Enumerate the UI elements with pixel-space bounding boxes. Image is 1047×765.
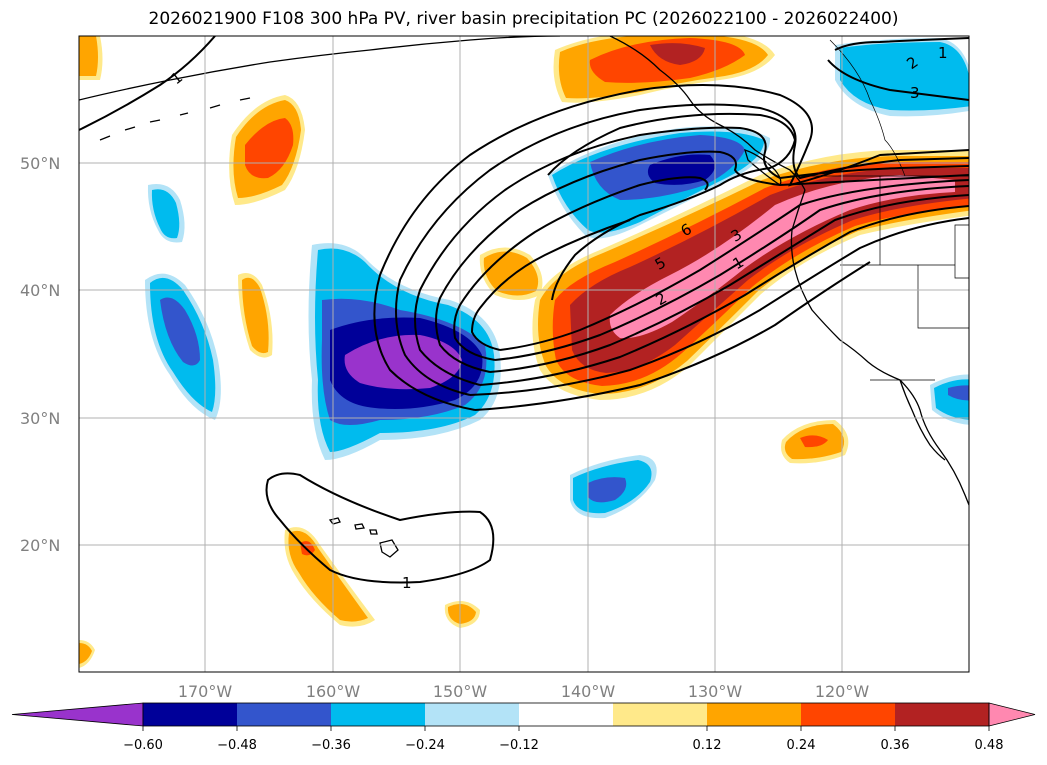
colorbar-extend-max [988,702,1036,727]
gridlines [79,36,969,672]
lat-label-20n: 20°N [20,536,60,555]
map-title: 2026021900 F108 300 hPa PV, river basin … [148,9,899,29]
contour-label: 3 [910,84,920,102]
pv-contour-1 [373,84,969,411]
pv-contour-1-south [265,472,495,584]
contour-label: 1 [938,44,948,62]
lat-label-40n: 40°N [20,281,60,300]
colorbar-segment [801,703,896,726]
colorbar-tick-label: 0.12 [693,738,722,753]
pv-contour-2 [395,103,969,396]
colorbar-tick-label: 0.24 [787,738,816,753]
pv-contours [79,36,969,584]
colorbar-segment [707,703,802,726]
longitude-labels: 170°W 160°W 150°W 140°W 130°W 120°W [178,682,870,701]
lon-label-160w: 160°W [306,682,361,701]
contour-label: 1 [402,574,412,592]
colorbar-tick-label: −0.48 [217,738,257,753]
colorbar-segment [331,703,426,726]
pv-contour-1-north [79,36,216,131]
lat-label-50n: 50°N [20,154,60,173]
colorbar-segment [237,703,332,726]
colorbar-extend-min [11,702,144,727]
lon-label-140w: 140°W [561,682,616,701]
lon-label-150w: 150°W [433,682,488,701]
pv-contour-4 [435,150,969,373]
colorbar-tick-label: −0.36 [311,738,351,753]
pv-contour-6 [470,219,631,351]
pv-contour-5 [453,176,709,361]
colorbar-tick-label: −0.12 [499,738,539,753]
plot-area: 1 1 2 3 5 6 3 1 2 1 [79,36,969,672]
colorbar-segment [895,703,990,726]
colorbar-tick-label: −0.60 [123,738,163,753]
colorbar-segment [519,703,614,726]
lon-label-120w: 120°W [815,682,870,701]
colorbar-tick-label: 0.36 [881,738,910,753]
negative-anomaly-shading [145,38,969,519]
pv-contour-3 [414,126,969,386]
colorbar-tick-label: 0.48 [975,738,1004,753]
lon-label-130w: 130°W [688,682,743,701]
colorbar: −0.60 −0.48 −0.36 −0.24 −0.12 0.12 0.24 0.36 0.4… [11,702,1036,753]
latitude-labels: 50°N 40°N 30°N 20°N [20,154,60,555]
pv-contour-top-right [827,37,969,101]
colorbar-segment [143,703,238,726]
plot-frame [78,35,970,673]
colorbar-segment [613,703,708,726]
colorbar-segment [425,703,520,726]
colorbar-frame [142,702,990,727]
lon-label-170w: 170°W [178,682,233,701]
colorbar-tick-label: −0.24 [405,738,445,753]
lat-label-30n: 30°N [20,409,60,428]
